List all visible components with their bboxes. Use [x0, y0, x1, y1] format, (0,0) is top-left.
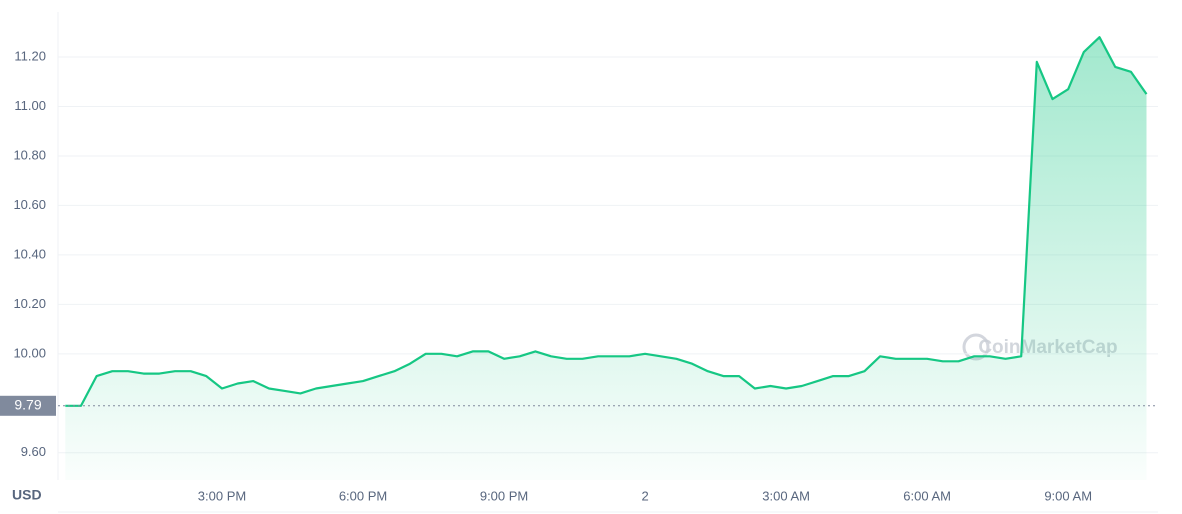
y-tick-label: 10.40 — [13, 246, 46, 261]
y-tick-label: 11.00 — [14, 98, 46, 113]
price-area — [65, 37, 1147, 480]
x-tick-label: 3:00 PM — [198, 488, 246, 503]
y-tick-label: 10.80 — [13, 147, 46, 162]
price-line — [65, 36, 1148, 407]
x-tick-label: 6:00 PM — [339, 488, 387, 503]
y-axis-label: USD — [12, 487, 42, 503]
x-tick-label: 9:00 AM — [1044, 488, 1092, 503]
y-tick-label: 10.60 — [13, 197, 46, 212]
baseline-badge — [0, 395, 56, 416]
x-tick-label: 6:00 AM — [903, 488, 951, 503]
y-tick-label: 9.60 — [21, 444, 46, 459]
x-tick-label: 3:00 AM — [762, 488, 810, 503]
x-tick-label: 2 — [641, 488, 648, 503]
y-tick-label: 11.20 — [14, 48, 46, 63]
baseline-label: 9.79 — [14, 396, 41, 412]
x-tick-label: 9:00 PM — [480, 488, 528, 503]
y-tick-label: 10.20 — [13, 296, 46, 311]
y-tick-label: 10.00 — [13, 345, 46, 360]
